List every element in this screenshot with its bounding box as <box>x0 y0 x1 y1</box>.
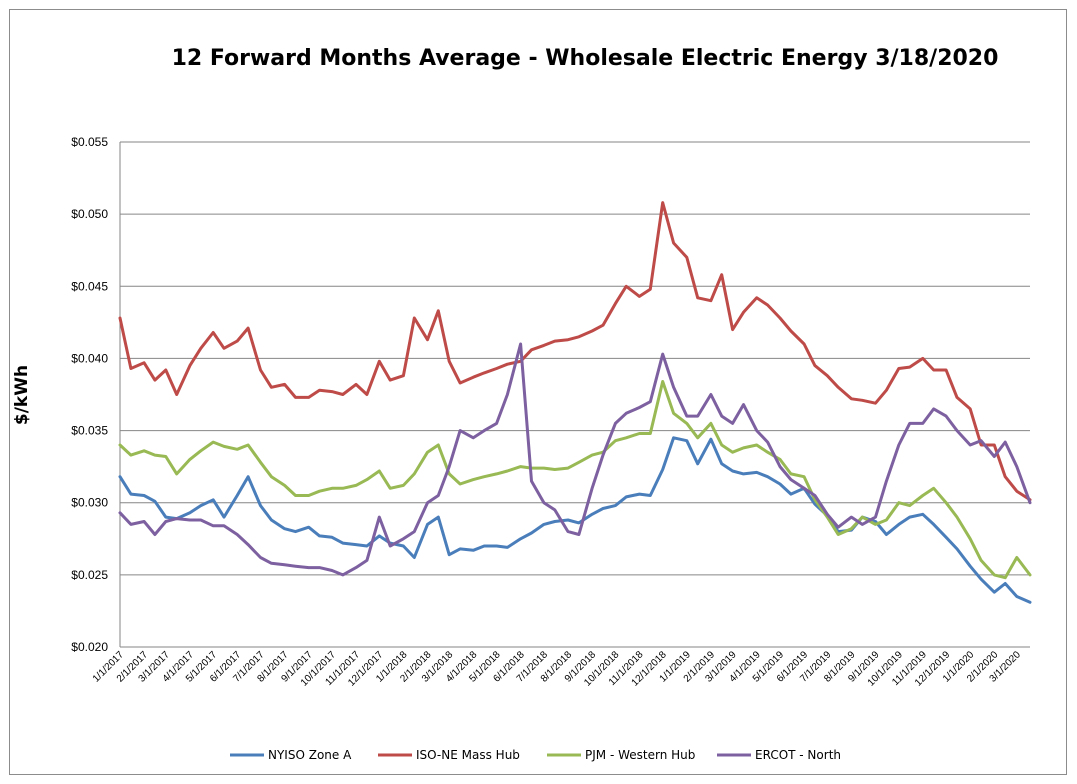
legend-label: ISO-NE Mass Hub <box>416 748 520 762</box>
gridlines <box>120 141 1030 576</box>
y-tick-label: $0.055 <box>71 135 108 149</box>
series-lines <box>118 201 1032 604</box>
y-tick-label: $0.025 <box>71 568 108 582</box>
y-tick-label: $0.035 <box>71 424 108 438</box>
x-axis: 1/1/20172/1/20173/1/20174/1/20175/1/2017… <box>91 142 1030 689</box>
series-line <box>118 342 1032 577</box>
series-line <box>118 380 1032 580</box>
chart-title: 12 Forward Months Average - Wholesale El… <box>171 46 999 71</box>
series-line <box>118 201 1032 502</box>
y-axis-ticks: $0.020 $0.025 $0.030 $0.035 $0.040 $0.045 $0.0… <box>71 135 108 654</box>
y-tick-label: $0.040 <box>71 351 108 365</box>
legend-label: ERCOT - North <box>755 748 841 762</box>
legend: NYISO Zone A ISO-NE Mass Hub PJM - Western… <box>230 748 841 762</box>
y-tick-label: $0.045 <box>71 279 108 293</box>
y-tick-label: $0.020 <box>71 640 108 654</box>
y-tick-label: $0.050 <box>71 207 108 221</box>
legend-label: NYISO Zone A <box>268 748 352 762</box>
legend-label: PJM - Western Hub <box>585 748 695 762</box>
y-tick-label: $0.030 <box>71 496 108 510</box>
